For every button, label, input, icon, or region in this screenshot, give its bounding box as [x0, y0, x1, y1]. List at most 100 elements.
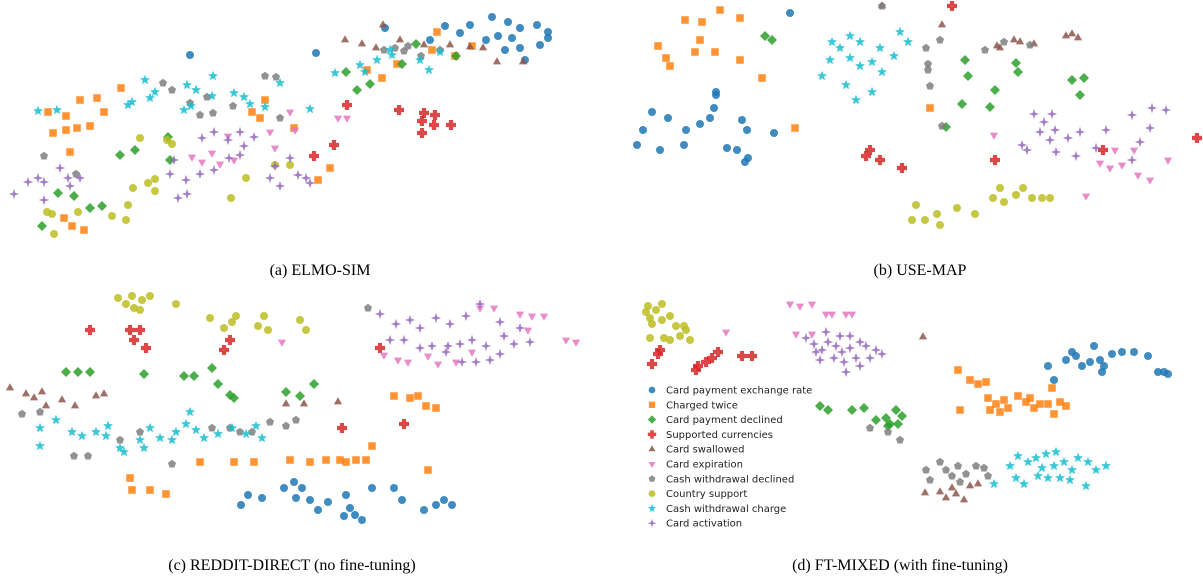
- point-country-support: [648, 320, 656, 328]
- point-card-activation: [274, 180, 286, 192]
- point-cash-withdrawal-declined: [865, 423, 875, 432]
- point-card-payment-declined: [73, 367, 83, 377]
- point-country-support: [264, 326, 272, 334]
- point-cash-withdrawal-declined: [935, 35, 945, 44]
- point-cash-withdrawal-charge: [155, 432, 165, 443]
- point-card-expiration: [215, 161, 225, 169]
- legend-marker-card-activation: [647, 518, 657, 528]
- point-card-payment-exchange-rate: [448, 501, 456, 509]
- point-card-payment-declined: [767, 35, 777, 45]
- point-card-payment-exchange-rate: [1164, 370, 1172, 378]
- point-country-support: [676, 332, 684, 340]
- point-cash-withdrawal-charge: [145, 422, 155, 433]
- point-cash-withdrawal-declined: [947, 471, 957, 480]
- point-cash-withdrawal-charge: [127, 96, 137, 107]
- point-supported-currencies: [861, 151, 871, 161]
- point-charged-twice: [390, 392, 398, 400]
- point-card-activation: [870, 344, 882, 356]
- point-card-activation: [1100, 124, 1112, 136]
- point-card-payment-exchange-rate: [292, 494, 300, 502]
- point-card-activation: [480, 340, 492, 352]
- point-card-swallowed: [935, 487, 945, 495]
- legend-marker-card-payment-exchange-rate: [648, 386, 656, 394]
- point-card-expiration: [270, 145, 280, 153]
- point-card-activation: [860, 340, 872, 352]
- point-cash-withdrawal-charge: [1059, 456, 1069, 467]
- point-cash-withdrawal-declined: [925, 475, 935, 484]
- point-country-support: [658, 316, 666, 324]
- point-card-activation: [836, 346, 848, 358]
- point-card-expiration: [1105, 165, 1115, 173]
- point-card-payment-exchange-rate: [723, 144, 731, 152]
- point-charged-twice: [248, 108, 256, 116]
- caption-panel-b: (b) USE-MAP: [874, 262, 967, 279]
- point-cash-withdrawal-charge: [845, 52, 855, 63]
- point-card-payment-exchange-rate: [1050, 376, 1058, 384]
- point-card-payment-declined: [85, 203, 95, 213]
- point-card-activation: [820, 326, 832, 338]
- legend-marker-cash-withdrawal-declined: [648, 475, 656, 482]
- point-cash-withdrawal-charge: [257, 432, 267, 443]
- point-country-support: [242, 174, 250, 182]
- point-charged-twice: [736, 14, 744, 22]
- point-card-payment-declined: [847, 405, 857, 415]
- point-cash-withdrawal-charge: [51, 414, 61, 425]
- legend-label-card-swallowed: Card swallowed: [666, 445, 744, 456]
- point-card-activation: [208, 164, 220, 176]
- point-cash-withdrawal-charge: [855, 60, 865, 71]
- point-card-expiration: [1117, 162, 1127, 170]
- point-card-activation: [840, 366, 852, 378]
- point-charged-twice: [196, 458, 204, 466]
- point-charged-twice: [662, 54, 670, 62]
- point-card-activation: [38, 176, 50, 188]
- point-cash-withdrawal-charge: [387, 49, 397, 60]
- point-card-swallowed: [41, 401, 51, 409]
- point-cash-withdrawal-charge: [52, 104, 62, 115]
- point-card-swallowed: [371, 43, 381, 51]
- point-country-support: [129, 184, 137, 192]
- legend-label-country-support: Country support: [666, 489, 747, 500]
- point-charged-twice: [86, 122, 94, 130]
- point-supported-currencies: [417, 128, 427, 138]
- point-card-expiration: [841, 311, 851, 319]
- point-card-activation: [822, 336, 834, 348]
- point-cash-withdrawal-declined: [260, 71, 270, 80]
- point-card-payment-declined: [97, 201, 107, 211]
- point-country-support: [254, 322, 262, 330]
- point-charged-twice: [352, 456, 360, 464]
- point-cash-withdrawal-charge: [1081, 480, 1091, 491]
- point-cash-withdrawal-charge: [191, 84, 201, 95]
- point-card-swallowed: [1015, 37, 1025, 45]
- point-supported-currencies: [713, 347, 723, 357]
- point-card-activation: [808, 338, 820, 350]
- point-country-support: [660, 334, 668, 342]
- point-supported-currencies: [141, 343, 151, 353]
- point-cash-withdrawal-declined: [71, 169, 81, 178]
- point-country-support: [646, 334, 654, 342]
- point-card-swallowed: [492, 57, 502, 65]
- point-card-payment-declined: [37, 221, 47, 231]
- point-card-payment-declined: [823, 405, 833, 415]
- point-supported-currencies: [897, 163, 907, 173]
- point-card-expiration: [403, 359, 413, 367]
- caption-panel-a: (a) ELMO-SIM: [270, 262, 371, 279]
- point-supported-currencies: [691, 365, 701, 375]
- point-charged-twice: [681, 16, 689, 24]
- point-country-support: [1028, 194, 1036, 202]
- point-cash-withdrawal-charge: [182, 79, 192, 90]
- point-card-expiration: [523, 327, 533, 335]
- point-country-support: [1012, 191, 1020, 199]
- point-country-support: [151, 187, 159, 195]
- point-card-payment-exchange-rate: [741, 158, 749, 166]
- point-card-payment-exchange-rate: [426, 36, 434, 44]
- point-card-activation: [22, 176, 34, 188]
- point-card-activation: [234, 149, 246, 161]
- point-charged-twice: [736, 56, 744, 64]
- point-card-payment-exchange-rate: [351, 511, 359, 519]
- scatter-panel-d: [642, 300, 1172, 503]
- point-cash-withdrawal-declined: [999, 37, 1009, 46]
- point-country-support: [1046, 194, 1054, 202]
- point-cash-withdrawal-declined: [983, 471, 993, 480]
- point-country-support: [122, 300, 130, 308]
- point-cash-withdrawal-declined: [921, 43, 931, 52]
